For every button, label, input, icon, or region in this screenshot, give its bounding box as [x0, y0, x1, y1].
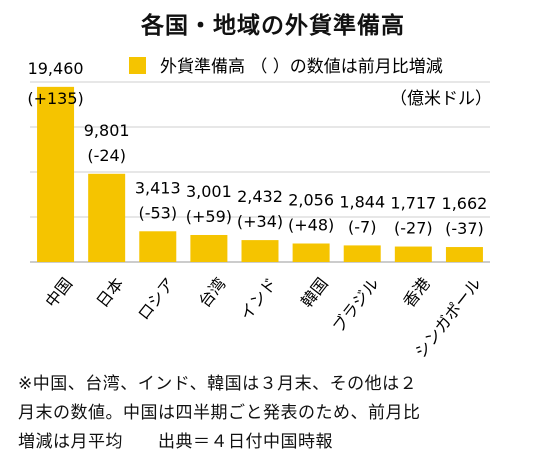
bar-chart: 19,460 9,801 3,413 3,001 2,432 2,056 1,844 1,71…: [27, 57, 492, 362]
change-label: (+135): [27, 89, 83, 108]
unit-label: （億米ドル）: [390, 89, 492, 109]
legend: 外貨準備高 （ ）の数値は前月比増減: [129, 57, 443, 77]
chart-title: 各国・地域の外貨準備高: [141, 13, 405, 39]
legend-swatch: [129, 57, 146, 74]
bar: [139, 231, 177, 262]
x-tick-label: インド: [236, 274, 281, 324]
bar: [343, 245, 381, 262]
x-tick-label: 台湾: [195, 274, 230, 311]
change-label: (-24): [87, 146, 126, 165]
bar: [37, 86, 75, 262]
footnote-line-2: 月末の数値。中国は四半期ごと発表のため、前月比: [18, 403, 421, 423]
value-label: 9,801: [84, 121, 130, 140]
change-label: (+59): [186, 207, 232, 226]
value-label: 3,001: [186, 182, 232, 201]
change-label: (-7): [348, 217, 376, 236]
bars: [37, 86, 483, 262]
bar: [190, 234, 228, 262]
footnote: ※中国、台湾、インド、韓国は３月末、その他は２ 月末の数値。中国は四半期ごと発表…: [18, 370, 538, 457]
change-label: (-27): [394, 219, 433, 238]
change-label: (+34): [237, 212, 283, 231]
x-tick-label: ブラジル: [329, 274, 383, 336]
x-tick-label: 韓国: [297, 274, 332, 311]
change-label: (-53): [138, 203, 177, 222]
x-tick-label: 中国: [41, 274, 76, 311]
legend-text: 外貨準備高 （ ）の数値は前月比増減: [160, 57, 443, 77]
value-label: 3,413: [135, 178, 181, 197]
change-labels: (+135) (-24) (-53) (+59) (+34) (+48) (-7) (-27)…: [27, 89, 483, 238]
value-label: 19,460: [28, 59, 84, 78]
value-label: 2,432: [237, 187, 283, 206]
footnote-line-1: ※中国、台湾、インド、韓国は３月末、その他は２: [18, 374, 418, 394]
footnote-line-3: 増減は月平均 出典＝４日付中国時報: [18, 432, 333, 452]
value-label: 1,844: [339, 192, 385, 211]
x-tick-label: ロシア: [134, 274, 179, 324]
bar: [241, 240, 279, 262]
x-tick-label: 香港: [399, 274, 434, 311]
change-label: (+48): [288, 215, 334, 234]
value-labels: 19,460 9,801 3,413 3,001 2,432 2,056 1,844 1,71…: [28, 59, 488, 213]
bar: [394, 246, 432, 262]
bar: [445, 247, 483, 262]
bar: [88, 173, 126, 262]
value-label: 1,717: [390, 194, 436, 213]
x-tick-label: 日本: [93, 274, 128, 311]
value-label: 1,662: [442, 194, 488, 213]
value-label: 2,056: [288, 190, 334, 209]
bar: [292, 243, 330, 262]
change-label: (-37): [445, 219, 484, 238]
